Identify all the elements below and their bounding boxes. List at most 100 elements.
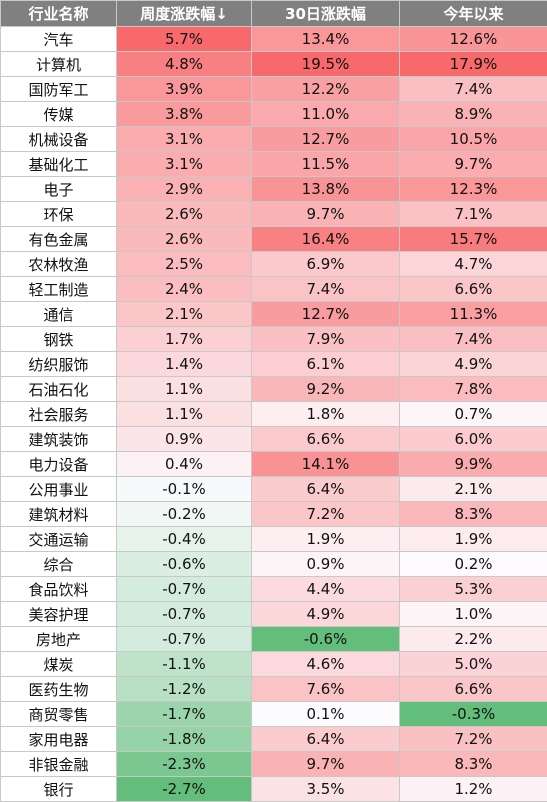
- 30d-change-cell: 13.8%: [252, 177, 400, 202]
- header-row: 行业名称 周度涨跌幅↓ 30日涨跌幅 今年以来: [1, 1, 547, 27]
- weekly-change-cell: -2.3%: [117, 752, 252, 777]
- weekly-change-cell: 1.4%: [117, 352, 252, 377]
- 30d-change-cell: 4.6%: [252, 652, 400, 677]
- ytd-change-cell: 9.7%: [400, 152, 547, 177]
- 30d-change-cell: 11.0%: [252, 102, 400, 127]
- industry-name-cell: 国防军工: [1, 77, 117, 102]
- ytd-change-cell: 8.3%: [400, 752, 547, 777]
- header-industry: 行业名称: [1, 1, 117, 27]
- ytd-change-cell: 4.7%: [400, 252, 547, 277]
- industry-name-cell: 银行: [1, 777, 117, 802]
- 30d-change-cell: 6.9%: [252, 252, 400, 277]
- table-row: 公用事业-0.1%6.4%2.1%: [1, 477, 547, 502]
- ytd-change-cell: 15.7%: [400, 227, 547, 252]
- industry-name-cell: 轻工制造: [1, 277, 117, 302]
- ytd-change-cell: -0.3%: [400, 702, 547, 727]
- 30d-change-cell: 14.1%: [252, 452, 400, 477]
- ytd-change-cell: 11.3%: [400, 302, 547, 327]
- industry-name-cell: 电子: [1, 177, 117, 202]
- header-ytd-change[interactable]: 今年以来: [400, 1, 547, 27]
- ytd-change-cell: 7.1%: [400, 202, 547, 227]
- industry-name-cell: 食品饮料: [1, 577, 117, 602]
- weekly-change-cell: 3.1%: [117, 127, 252, 152]
- industry-name-cell: 石油石化: [1, 377, 117, 402]
- ytd-change-cell: 7.8%: [400, 377, 547, 402]
- 30d-change-cell: 0.1%: [252, 702, 400, 727]
- header-weekly-change[interactable]: 周度涨跌幅↓: [117, 1, 252, 27]
- header-30d-change[interactable]: 30日涨跌幅: [252, 1, 400, 27]
- 30d-change-cell: 12.7%: [252, 127, 400, 152]
- industry-name-cell: 医药生物: [1, 677, 117, 702]
- industry-name-cell: 计算机: [1, 52, 117, 77]
- weekly-change-cell: 4.8%: [117, 52, 252, 77]
- weekly-change-cell: -1.8%: [117, 727, 252, 752]
- 30d-change-cell: 3.5%: [252, 777, 400, 802]
- ytd-change-cell: 0.2%: [400, 552, 547, 577]
- 30d-change-cell: 0.9%: [252, 552, 400, 577]
- weekly-change-cell: 3.8%: [117, 102, 252, 127]
- industry-name-cell: 商贸零售: [1, 702, 117, 727]
- industry-name-cell: 建筑装饰: [1, 427, 117, 452]
- ytd-change-cell: 0.7%: [400, 402, 547, 427]
- weekly-change-cell: 2.9%: [117, 177, 252, 202]
- industry-name-cell: 环保: [1, 202, 117, 227]
- ytd-change-cell: 2.1%: [400, 477, 547, 502]
- weekly-change-cell: 5.7%: [117, 27, 252, 52]
- weekly-change-cell: 3.1%: [117, 152, 252, 177]
- table-row: 食品饮料-0.7%4.4%5.3%: [1, 577, 547, 602]
- weekly-change-cell: -1.2%: [117, 677, 252, 702]
- industry-name-cell: 建筑材料: [1, 502, 117, 527]
- weekly-change-cell: -0.2%: [117, 502, 252, 527]
- 30d-change-cell: 4.9%: [252, 602, 400, 627]
- weekly-change-cell: 1.7%: [117, 327, 252, 352]
- weekly-change-cell: 1.1%: [117, 402, 252, 427]
- 30d-change-cell: 12.2%: [252, 77, 400, 102]
- ytd-change-cell: 8.3%: [400, 502, 547, 527]
- ytd-change-cell: 7.2%: [400, 727, 547, 752]
- weekly-change-cell: 3.9%: [117, 77, 252, 102]
- weekly-change-cell: -0.6%: [117, 552, 252, 577]
- weekly-change-cell: 0.9%: [117, 427, 252, 452]
- 30d-change-cell: 7.2%: [252, 502, 400, 527]
- ytd-change-cell: 9.9%: [400, 452, 547, 477]
- industry-name-cell: 机械设备: [1, 127, 117, 152]
- industry-name-cell: 公用事业: [1, 477, 117, 502]
- industry-name-cell: 综合: [1, 552, 117, 577]
- industry-name-cell: 美容护理: [1, 602, 117, 627]
- table-row: 银行-2.7%3.5%1.2%: [1, 777, 547, 802]
- weekly-change-cell: -1.7%: [117, 702, 252, 727]
- weekly-change-cell: -0.4%: [117, 527, 252, 552]
- table-row: 交通运输-0.4%1.9%1.9%: [1, 527, 547, 552]
- ytd-change-cell: 1.0%: [400, 602, 547, 627]
- ytd-change-cell: 8.9%: [400, 102, 547, 127]
- 30d-change-cell: 1.9%: [252, 527, 400, 552]
- 30d-change-cell: 16.4%: [252, 227, 400, 252]
- table-row: 医药生物-1.2%7.6%6.6%: [1, 677, 547, 702]
- 30d-change-cell: 9.2%: [252, 377, 400, 402]
- 30d-change-cell: 6.4%: [252, 727, 400, 752]
- industry-name-cell: 电力设备: [1, 452, 117, 477]
- 30d-change-cell: 19.5%: [252, 52, 400, 77]
- industry-name-cell: 非银金融: [1, 752, 117, 777]
- weekly-change-cell: -2.7%: [117, 777, 252, 802]
- industry-name-cell: 房地产: [1, 627, 117, 652]
- 30d-change-cell: -0.6%: [252, 627, 400, 652]
- industry-name-cell: 社会服务: [1, 402, 117, 427]
- industry-name-cell: 交通运输: [1, 527, 117, 552]
- ytd-change-cell: 1.9%: [400, 527, 547, 552]
- table-row: 非银金融-2.3%9.7%8.3%: [1, 752, 547, 777]
- 30d-change-cell: 4.4%: [252, 577, 400, 602]
- 30d-change-cell: 9.7%: [252, 202, 400, 227]
